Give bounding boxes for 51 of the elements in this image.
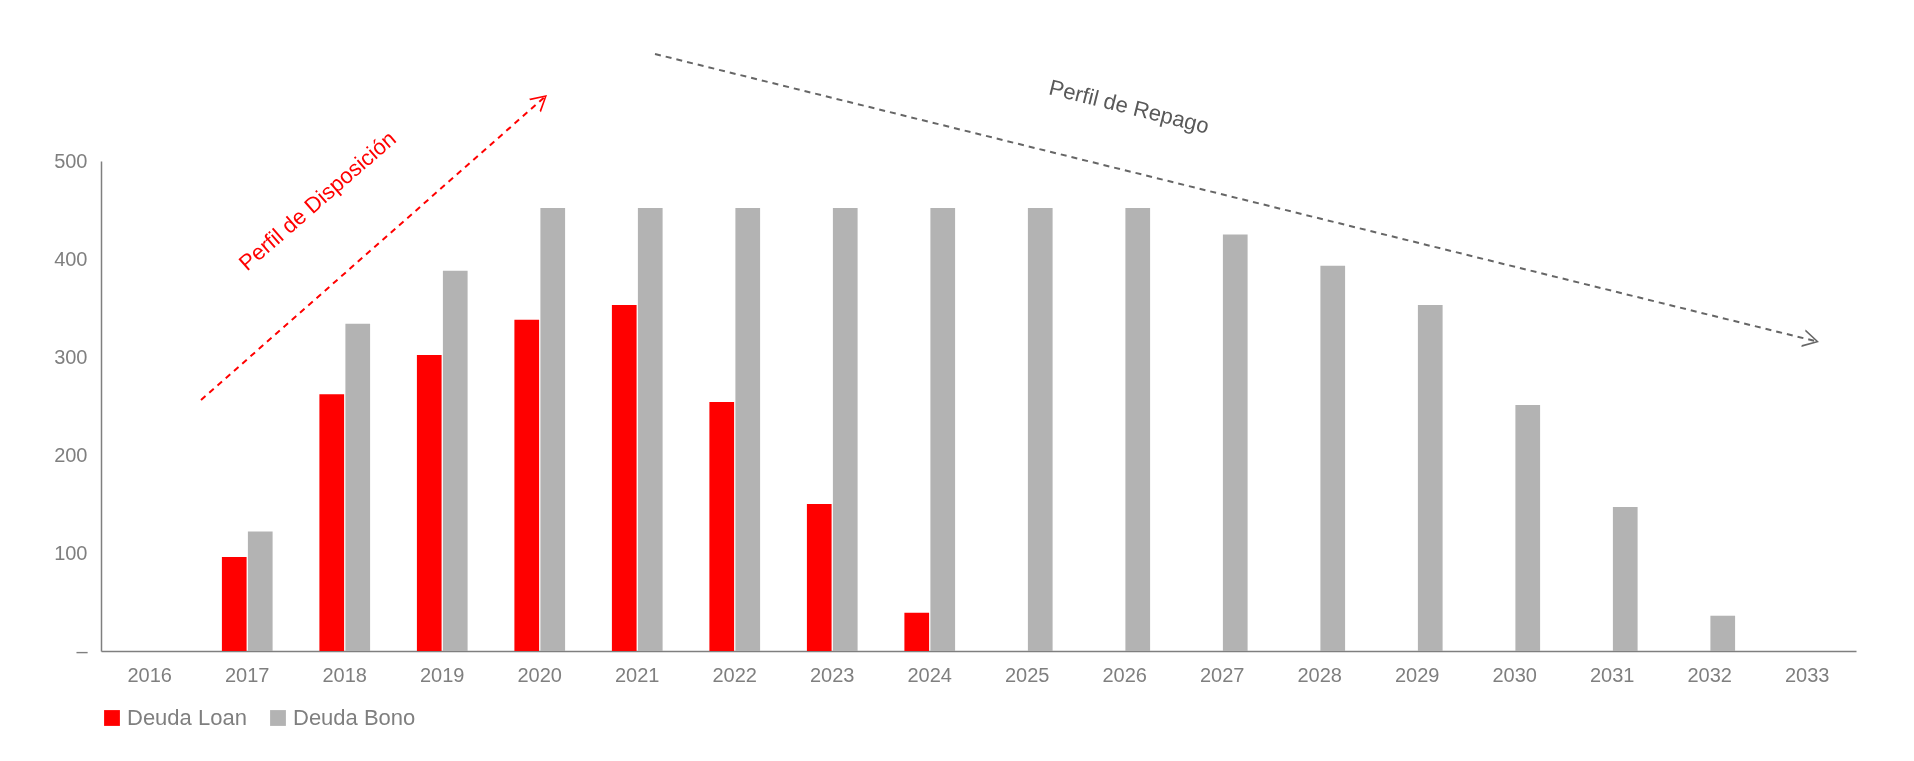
x-tick-label: 2024 — [907, 663, 952, 686]
bar — [735, 208, 761, 651]
bar — [1612, 506, 1638, 651]
bar — [806, 504, 832, 651]
x-tick-label: 2028 — [1297, 663, 1342, 686]
bar — [514, 319, 540, 651]
bar — [832, 208, 858, 651]
legend-label: Deuda Loan — [127, 705, 247, 730]
bar — [611, 305, 637, 651]
bar — [345, 323, 371, 651]
legend-label: Deuda Bono — [293, 705, 416, 730]
y-tick-label: 500 — [54, 149, 88, 172]
bar — [247, 531, 273, 651]
bar — [319, 394, 345, 651]
bar — [904, 612, 930, 651]
x-tick-label: 2023 — [810, 663, 855, 686]
text: Perfil de Repago — [1046, 74, 1212, 140]
bar — [416, 355, 442, 651]
bar — [1222, 234, 1248, 651]
bar — [1320, 265, 1346, 651]
bar — [1027, 208, 1053, 651]
y-tick-label: 400 — [54, 247, 88, 270]
bar — [1515, 405, 1541, 651]
bar — [930, 208, 956, 651]
bar — [1710, 615, 1736, 651]
x-tick-label: 2016 — [127, 663, 172, 686]
bar — [442, 270, 468, 651]
bar — [221, 556, 247, 651]
x-tick-label: 2019 — [420, 663, 465, 686]
y-tick-label: – — [76, 639, 89, 662]
x-tick-label: 2021 — [615, 663, 660, 686]
x-tick-label: 2022 — [712, 663, 757, 686]
x-tick-label: 2020 — [517, 663, 562, 686]
x-tick-label: 2025 — [1005, 663, 1050, 686]
y-tick-label: 300 — [54, 345, 88, 368]
x-tick-label: 2018 — [322, 663, 367, 686]
x-tick-label: 2026 — [1102, 663, 1147, 686]
x-tick-label: 2032 — [1687, 663, 1732, 686]
bar — [1125, 208, 1151, 651]
x-tick-label: 2027 — [1200, 663, 1245, 686]
x-tick-label: 2033 — [1785, 663, 1830, 686]
y-tick-label: 100 — [54, 541, 88, 564]
x-tick-label: 2017 — [225, 663, 270, 686]
bar — [1417, 305, 1443, 651]
bar — [637, 208, 663, 651]
x-tick-label: 2029 — [1395, 663, 1440, 686]
x-tick-label: 2030 — [1492, 663, 1537, 686]
x-tick-label: 2031 — [1590, 663, 1635, 686]
bar — [709, 402, 735, 651]
bar — [540, 208, 566, 651]
y-tick-label: 200 — [54, 443, 88, 466]
